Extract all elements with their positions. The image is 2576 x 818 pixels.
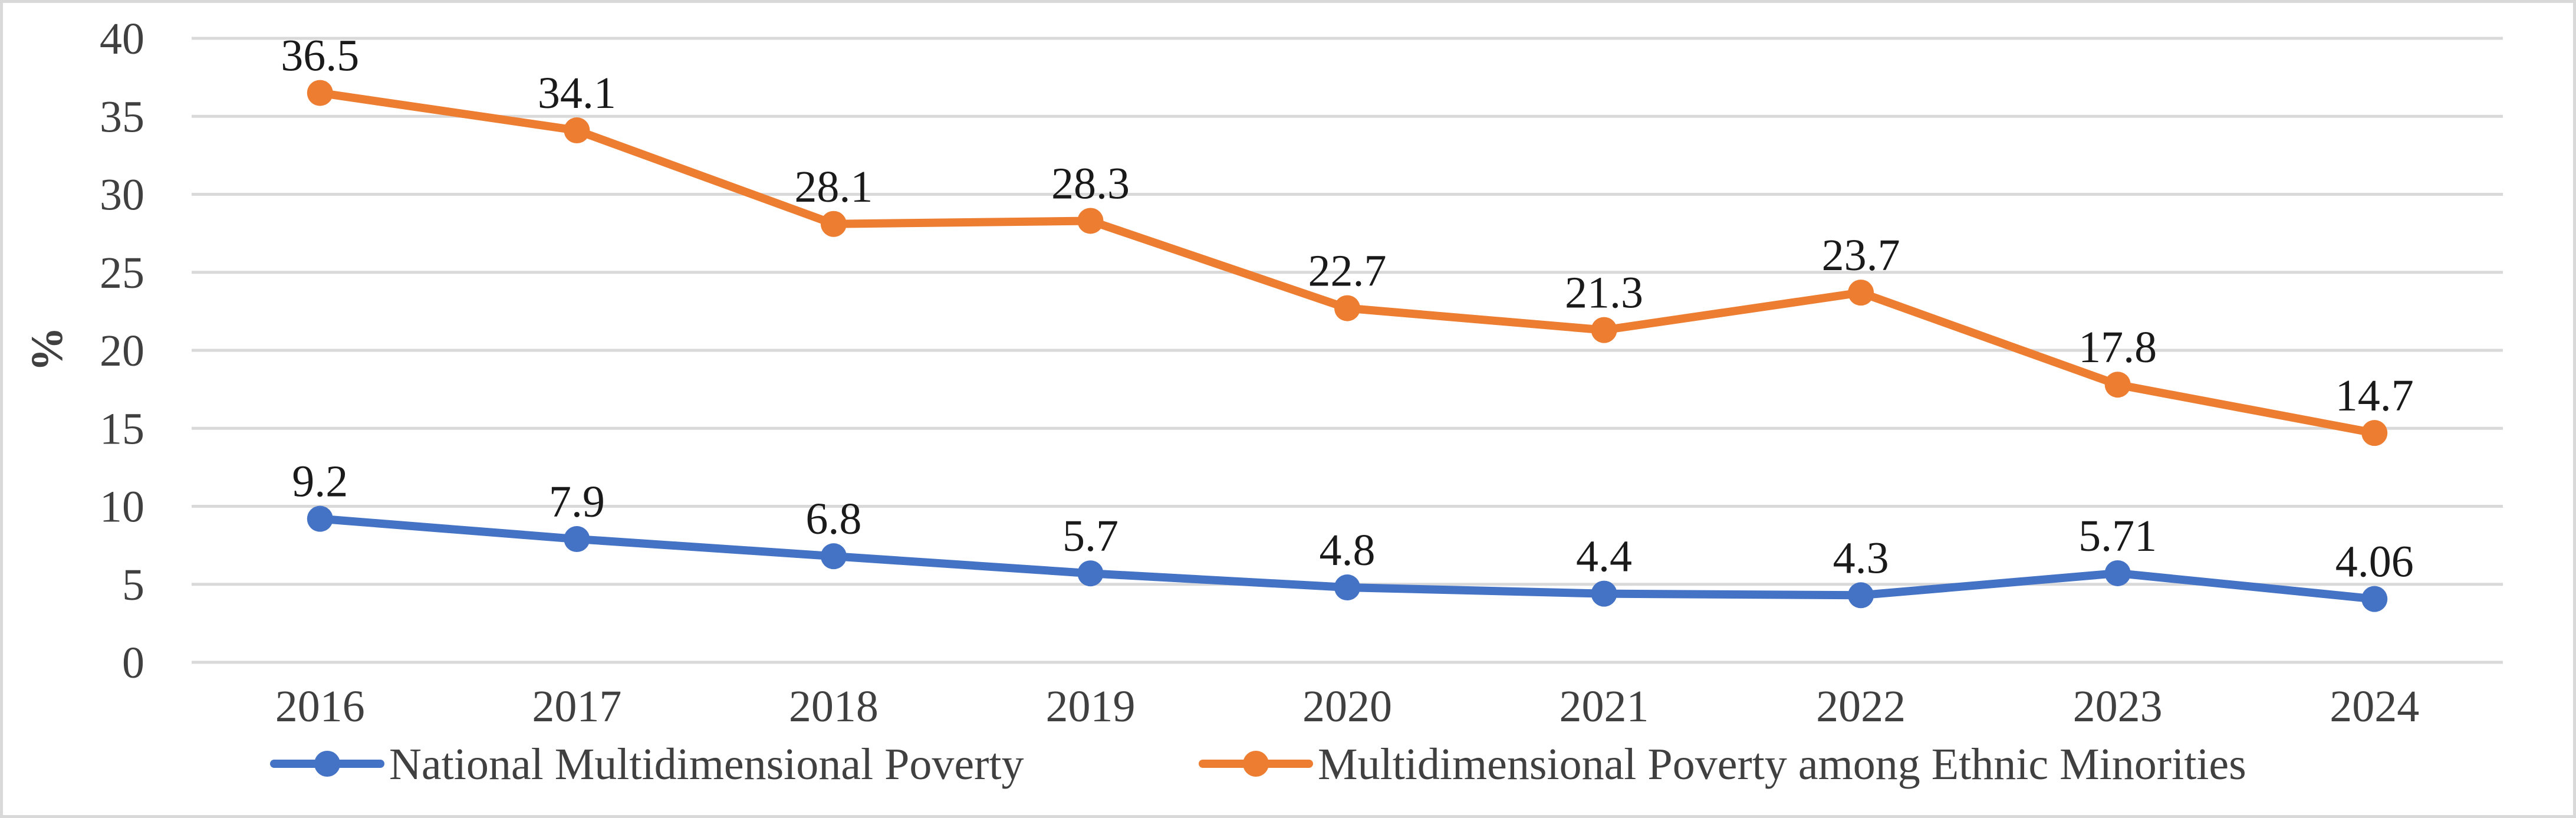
x-tick-label: 2016: [275, 682, 365, 731]
x-tick-label: 2024: [2330, 682, 2419, 731]
data-label: 28.1: [794, 162, 873, 212]
legend-label-national: National Multidimensional Poverty: [389, 740, 1024, 789]
data-label: 17.8: [2078, 323, 2157, 372]
data-point[interactable]: [1077, 208, 1104, 234]
data-label: 4.3: [1833, 533, 1889, 583]
data-label: 5.7: [1062, 511, 1118, 561]
gridlines: [192, 37, 2503, 664]
data-label: 4.06: [2335, 537, 2414, 587]
data-label: 4.8: [1320, 525, 1376, 575]
data-label: 5.71: [2078, 511, 2157, 561]
y-tick-label: 15: [100, 404, 144, 454]
y-axis-title: %: [22, 327, 72, 372]
y-tick-label: 30: [100, 170, 144, 220]
data-point[interactable]: [307, 505, 333, 532]
data-point[interactable]: [1591, 580, 1617, 607]
legend-marker-national: [314, 751, 340, 777]
y-tick-label: 25: [100, 248, 144, 298]
y-tick-label: 40: [100, 14, 144, 64]
x-tick-label: 2018: [789, 682, 879, 731]
data-label: 4.4: [1576, 532, 1632, 582]
legend-label-ethnic-minorities: Multidimensional Poverty among Ethnic Mi…: [1318, 740, 2246, 789]
data-point[interactable]: [307, 80, 333, 106]
x-tick-label: 2021: [1560, 682, 1649, 731]
line-chart: 0 5 10 15 20 25 30 35 40 2016 2017 2018 2019 2020 202…: [22, 14, 2503, 789]
y-tick-label: 5: [122, 560, 144, 610]
y-tick-label: 20: [100, 326, 144, 376]
y-tick-label: 35: [100, 92, 144, 142]
data-label: 23.7: [1822, 231, 1900, 280]
data-point[interactable]: [2361, 420, 2388, 446]
legend-marker-ethnic-minorities: [1243, 751, 1269, 777]
data-point[interactable]: [2361, 586, 2388, 612]
data-label: 9.2: [292, 457, 348, 507]
x-tick-label: 2023: [2073, 682, 2163, 731]
data-point[interactable]: [820, 543, 847, 570]
data-label: 21.3: [1565, 268, 1643, 318]
x-axis-ticks: 2016 2017 2018 2019 2020 2021 2022 2023 2024: [275, 682, 2419, 731]
data-label: 34.1: [538, 68, 616, 118]
legend-item-national[interactable]: National Multidimensional Poverty: [270, 740, 1024, 789]
data-label: 36.5: [281, 31, 359, 81]
data-point[interactable]: [1334, 295, 1360, 321]
data-label: 28.3: [1051, 159, 1130, 208]
data-point[interactable]: [1848, 280, 1874, 306]
data-label: 7.9: [549, 477, 605, 527]
data-label: 22.7: [1308, 247, 1387, 296]
data-labels: 9.2 7.9 6.8 5.7 4.8 4.4 4.3 5.71 4.06 36.5 34.1 28.…: [281, 31, 2413, 587]
legend: National Multidimensional Poverty Multid…: [270, 740, 2246, 789]
y-axis-ticks: 0 5 10 15 20 25 30 35 40: [100, 14, 144, 688]
legend-item-ethnic-minorities[interactable]: Multidimensional Poverty among Ethnic Mi…: [1199, 740, 2246, 789]
x-tick-label: 2019: [1045, 682, 1135, 731]
data-point[interactable]: [2104, 372, 2131, 398]
x-tick-label: 2022: [1816, 682, 1906, 731]
data-point[interactable]: [564, 117, 590, 144]
data-point[interactable]: [1591, 317, 1617, 343]
data-point[interactable]: [1848, 582, 1874, 609]
x-tick-label: 2017: [532, 682, 621, 731]
data-label: 6.8: [805, 494, 861, 544]
data-point[interactable]: [2104, 560, 2131, 586]
data-point[interactable]: [820, 211, 847, 237]
data-point[interactable]: [1077, 560, 1104, 587]
data-label: 14.7: [2335, 371, 2414, 421]
x-tick-label: 2020: [1302, 682, 1392, 731]
data-point[interactable]: [564, 526, 590, 553]
y-tick-label: 10: [100, 482, 144, 532]
y-tick-label: 0: [122, 638, 144, 688]
data-point[interactable]: [1334, 574, 1360, 601]
series-layer: [307, 80, 2388, 612]
